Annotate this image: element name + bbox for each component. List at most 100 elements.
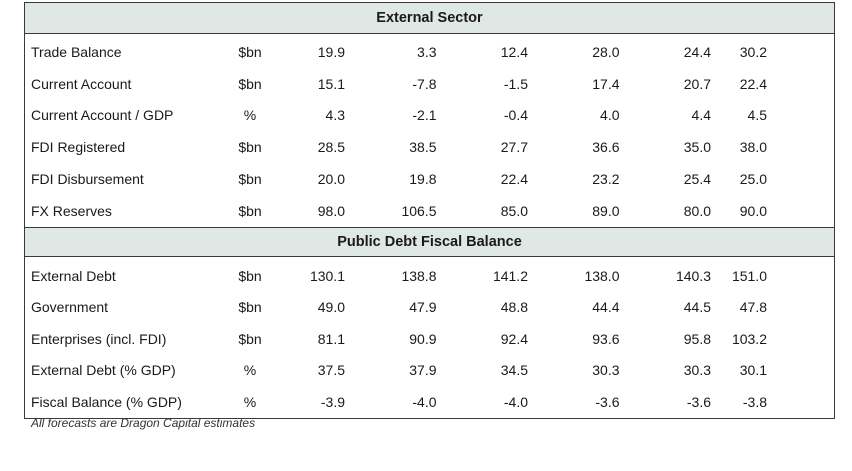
value-cell: 38.5	[409, 139, 437, 156]
value-cell: 17.4	[592, 75, 620, 92]
table-row: FX Reserves $bn 98.0 106.5 85.0 89.0 80.0 90.0	[25, 195, 834, 227]
value-cell: 49.0	[317, 299, 345, 316]
table-row: FDI Registered $bn 28.5 38.5 27.7 36.6 35.0 38.…	[25, 131, 834, 163]
section-rows-public-debt: External Debt $bn 130.1 138.8 141.2 138.0 140.…	[25, 257, 834, 418]
row-label: Government	[31, 299, 109, 316]
value-cell: 30.1	[739, 362, 767, 379]
row-label: External Debt	[31, 267, 116, 284]
table-row: Trade Balance $bn 19.9 3.3 12.4 28.0 24.4 30.2	[25, 36, 834, 68]
value-cell: 23.2	[592, 171, 620, 188]
value-cell: 25.0	[739, 171, 767, 188]
value-cell: 30.3	[683, 362, 711, 379]
value-cell: 138.8	[401, 267, 437, 284]
value-cell: 28.0	[592, 43, 620, 60]
value-cell: 22.4	[739, 75, 767, 92]
value-cell: 15.1	[317, 75, 345, 92]
value-cell: 28.5	[317, 139, 345, 156]
row-unit: $bn	[238, 139, 262, 156]
value-cell: 44.5	[683, 299, 711, 316]
value-cell: 4.4	[691, 107, 711, 124]
value-cell: -7.8	[412, 75, 437, 92]
data-table: External Sector Trade Balance $bn 19.9 3.3 1…	[24, 2, 835, 419]
value-cell: 19.8	[409, 171, 437, 188]
table-row: FDI Disbursement $bn 20.0 19.8 22.4 23.2 25.4 2…	[25, 163, 834, 195]
value-cell: 141.2	[492, 267, 528, 284]
value-cell: 22.4	[500, 171, 528, 188]
table-row: Fiscal Balance (% GDP)% -3.9 -4.0 -4.0 -3.6 -…	[25, 386, 834, 418]
row-unit: $bn	[238, 75, 262, 92]
value-cell: 81.1	[317, 330, 345, 347]
row-label: Current Account / GDP	[31, 107, 174, 124]
section-header-external-sector: External Sector	[25, 3, 834, 34]
value-cell: 47.9	[409, 299, 437, 316]
value-cell: 4.0	[600, 107, 620, 124]
value-cell: 95.8	[683, 330, 711, 347]
value-cell: 44.4	[592, 299, 620, 316]
row-label: External Debt (% GDP)	[31, 362, 176, 379]
row-unit: $bn	[238, 171, 262, 188]
row-label: FDI Disbursement	[31, 171, 144, 188]
value-cell: -3.8	[742, 393, 767, 410]
value-cell: 25.4	[683, 171, 711, 188]
row-label: FX Reserves	[31, 202, 112, 219]
value-cell: 20.0	[317, 171, 345, 188]
table-row: External Debt $bn 130.1 138.8 141.2 138.0 140.…	[25, 260, 834, 292]
value-cell: 93.6	[592, 330, 620, 347]
value-cell: 37.9	[409, 362, 437, 379]
value-cell: 98.0	[317, 202, 345, 219]
table-row: Government $bn 49.0 47.9 48.8 44.4 44.5 47.8	[25, 291, 834, 323]
row-label: Fiscal Balance (% GDP)	[31, 393, 182, 410]
table-row: Enterprises (incl. FDI) $bn 81.1 90.9 92.4 93…	[25, 323, 834, 355]
row-unit: $bn	[238, 299, 262, 316]
value-cell: 138.0	[584, 267, 620, 284]
value-cell: 103.2	[731, 330, 767, 347]
value-cell: 19.9	[317, 43, 345, 60]
section-rows-external-sector: Trade Balance $bn 19.9 3.3 12.4 28.0 24.4 30.2 C…	[25, 34, 834, 227]
value-cell: 106.5	[401, 202, 437, 219]
footnote: All forecasts are Dragon Capital estimat…	[31, 416, 256, 430]
value-cell: 130.1	[309, 267, 345, 284]
value-cell: -4.0	[412, 393, 437, 410]
row-label: Current Account	[31, 75, 132, 92]
value-cell: 24.4	[683, 43, 711, 60]
value-cell: 35.0	[683, 139, 711, 156]
row-label: FDI Registered	[31, 139, 126, 156]
value-cell: -3.6	[595, 393, 620, 410]
value-cell: 92.4	[500, 330, 528, 347]
value-cell: 140.3	[675, 267, 711, 284]
value-cell: -0.4	[503, 107, 528, 124]
value-cell: -3.9	[320, 393, 345, 410]
value-cell: 3.3	[417, 43, 437, 60]
row-label: Enterprises (incl. FDI)	[31, 330, 167, 347]
value-cell: 47.8	[739, 299, 767, 316]
value-cell: 38.0	[739, 139, 767, 156]
value-cell: -2.1	[412, 107, 437, 124]
row-unit: %	[243, 393, 257, 410]
value-cell: 37.5	[317, 362, 345, 379]
value-cell: 80.0	[683, 202, 711, 219]
section-title: External Sector	[376, 10, 483, 26]
value-cell: 27.7	[500, 139, 528, 156]
value-cell: 85.0	[500, 202, 528, 219]
value-cell: 4.3	[325, 107, 345, 124]
row-unit: $bn	[238, 267, 262, 284]
table-row: Current Account $bn 15.1 -7.8 -1.5 17.4 20.7 22…	[25, 68, 834, 100]
value-cell: 90.9	[409, 330, 437, 347]
section-title: Public Debt Fiscal Balance	[337, 233, 522, 250]
value-cell: 151.0	[731, 267, 767, 284]
row-unit: %	[243, 107, 257, 124]
value-cell: 90.0	[739, 202, 767, 219]
table-row: External Debt (% GDP)% 37.5 37.9 34.5 30.3 30…	[25, 355, 834, 387]
value-cell: -4.0	[503, 393, 528, 410]
value-cell: 36.6	[592, 139, 620, 156]
row-unit: $bn	[238, 202, 262, 219]
table-row: Current Account / GDP% 4.3 -2.1 -0.4 4.0 4.4 4…	[25, 100, 834, 132]
row-unit: %	[243, 362, 257, 379]
value-cell: 89.0	[592, 202, 620, 219]
value-cell: 48.8	[500, 299, 528, 316]
value-cell: 30.2	[739, 43, 767, 60]
row-unit: $bn	[238, 43, 262, 60]
row-unit: $bn	[238, 330, 262, 347]
value-cell: -3.6	[686, 393, 711, 410]
value-cell: 4.5	[747, 107, 767, 124]
